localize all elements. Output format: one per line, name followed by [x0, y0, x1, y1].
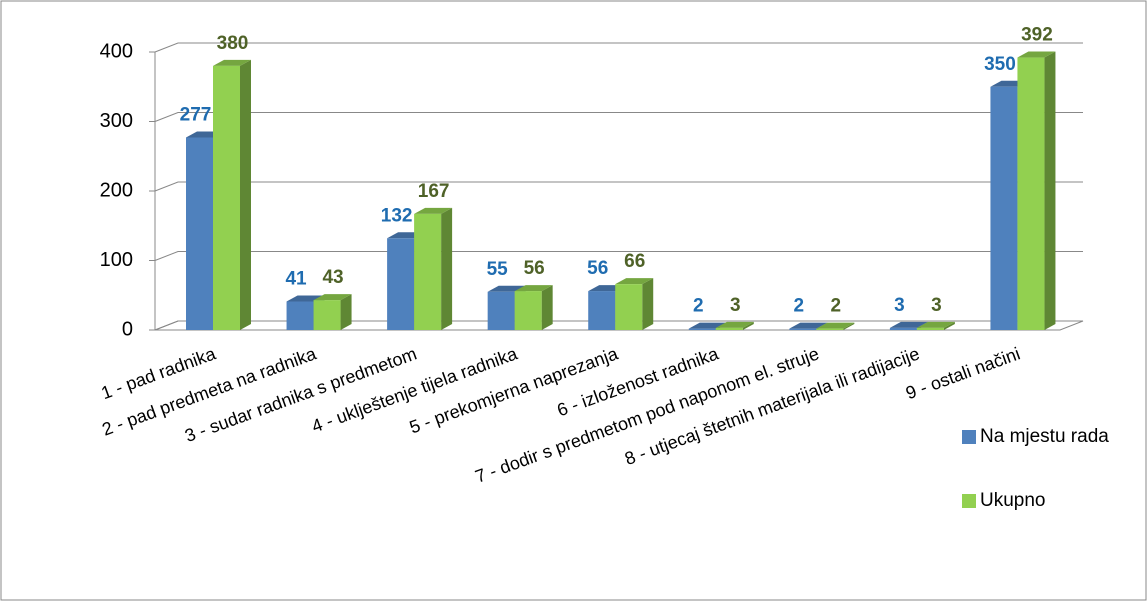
grid-line	[154, 320, 1083, 331]
bar	[414, 213, 442, 330]
y-tick-label: 0	[122, 318, 133, 340]
bar	[715, 327, 743, 330]
bar-side	[642, 278, 654, 330]
value-label: 55	[487, 259, 509, 280]
bar	[487, 291, 515, 330]
grid-line	[154, 181, 1083, 192]
bar-top	[1017, 51, 1056, 58]
legend-swatch	[962, 494, 976, 508]
bar	[313, 300, 341, 330]
value-label: 3	[894, 295, 905, 316]
bar	[615, 284, 643, 330]
bar-side	[843, 322, 855, 330]
grid-line	[154, 112, 1083, 122]
bar-side	[441, 207, 453, 330]
bar	[916, 327, 944, 330]
bar-top	[816, 322, 855, 329]
value-label: 3	[730, 295, 741, 316]
bar	[387, 238, 415, 330]
value-label: 66	[624, 251, 645, 272]
bar-top	[715, 321, 754, 328]
bar-side	[943, 321, 955, 330]
value-label: 56	[524, 258, 545, 279]
y-tick-label: 100	[100, 249, 133, 271]
y-tick-label: 200	[100, 179, 133, 201]
value-label: 167	[418, 181, 450, 202]
grid-line	[154, 42, 1083, 53]
value-label: 3	[931, 295, 942, 316]
bar-top	[889, 321, 928, 328]
value-label: 2	[794, 296, 805, 317]
bar	[213, 65, 240, 331]
bar	[1017, 57, 1045, 331]
bar-top	[514, 285, 553, 292]
y-tick-label: 400	[100, 40, 133, 62]
y-tick-label: 300	[100, 110, 133, 132]
bar	[789, 328, 817, 330]
bar-side	[1044, 51, 1056, 331]
legend-label: Na mjestu rada	[980, 426, 1109, 447]
bar-top	[789, 322, 828, 329]
value-label: 2	[693, 296, 704, 317]
value-label: 350	[984, 54, 1016, 75]
bar-top	[414, 207, 453, 214]
bar-top	[313, 294, 352, 301]
bar-side	[742, 321, 754, 330]
grid-line	[154, 251, 1083, 261]
legend-label: Ukupno	[980, 490, 1046, 511]
value-label: 380	[217, 33, 249, 54]
bar-side	[240, 59, 251, 331]
bar-top	[213, 59, 251, 66]
bar	[186, 137, 213, 330]
bar	[514, 291, 542, 330]
bar	[588, 291, 616, 330]
bar-side	[541, 285, 553, 330]
value-label: 2	[831, 296, 842, 317]
value-label: 277	[180, 105, 212, 126]
bar	[990, 86, 1018, 330]
value-label: 56	[587, 258, 608, 279]
legend-swatch	[962, 430, 976, 444]
bar	[286, 301, 314, 330]
bar-top	[615, 278, 654, 285]
bar-top	[916, 321, 955, 328]
bar	[816, 328, 844, 330]
value-label: 132	[381, 205, 413, 226]
value-label: 392	[1021, 25, 1053, 46]
bar	[688, 328, 716, 330]
bar-side	[340, 294, 352, 330]
bar	[889, 327, 917, 330]
value-label: 43	[322, 267, 343, 288]
value-label: 41	[285, 269, 307, 290]
